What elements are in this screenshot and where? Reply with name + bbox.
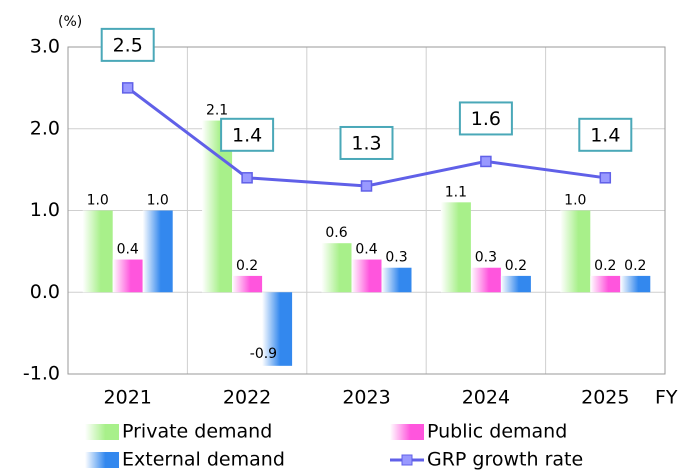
y-tick-label: 2.0	[30, 117, 60, 139]
data-label: 0.2	[236, 258, 258, 274]
y-tick-label: 3.0	[30, 36, 60, 58]
bar	[112, 259, 143, 293]
line-label: 2.5	[113, 34, 143, 56]
label-box	[458, 101, 513, 136]
x-tick-label: 2025	[581, 387, 629, 409]
x-tick-label: 2024	[462, 387, 510, 409]
data-label: 0.2	[624, 258, 646, 274]
label-box	[578, 117, 633, 152]
bar	[232, 275, 263, 293]
bar	[82, 210, 113, 293]
data-label: 2.1	[206, 103, 228, 119]
bar	[470, 267, 501, 293]
bar	[351, 259, 382, 293]
line-marker	[121, 82, 134, 94]
legend-label: Private demand	[122, 421, 272, 443]
bar	[590, 275, 621, 293]
bar	[321, 243, 352, 293]
line-marker	[599, 172, 612, 184]
bar	[142, 210, 173, 293]
bar	[381, 267, 412, 293]
line-marker	[241, 172, 253, 184]
data-label: 0.6	[325, 225, 347, 241]
data-label: 0.4	[117, 242, 139, 258]
y-tick-label: -1.0	[23, 363, 60, 385]
data-label: 0.2	[505, 258, 527, 274]
legend-swatch	[85, 424, 119, 440]
legend-marker	[401, 454, 413, 466]
bar	[440, 202, 471, 293]
label-box	[100, 27, 155, 62]
line-label: 1.4	[232, 124, 262, 146]
line-label: 1.6	[471, 108, 501, 130]
bar	[500, 275, 531, 293]
x-tick-label: 2023	[342, 387, 390, 409]
y-tick-label: 0.0	[30, 281, 60, 303]
y-tick-label: 1.0	[30, 199, 60, 221]
data-label: -0.9	[250, 346, 277, 362]
line-marker	[360, 180, 373, 192]
x-tick-label: 2021	[104, 387, 152, 409]
data-label: 0.3	[475, 250, 497, 266]
data-label: 0.2	[594, 258, 616, 274]
data-label: 1.0	[564, 193, 586, 209]
label-box	[339, 125, 394, 160]
y-unit: (%)	[58, 14, 82, 30]
line-label: 1.3	[351, 132, 381, 154]
label-box	[220, 117, 275, 152]
x-tick-label: 2022	[223, 387, 271, 409]
legend-swatch	[85, 452, 119, 468]
data-label: 1.1	[445, 184, 467, 200]
data-label: 1.0	[87, 193, 109, 209]
line-label: 1.4	[590, 124, 620, 146]
data-label: 0.4	[355, 242, 377, 258]
data-label: 1.0	[147, 193, 169, 209]
line-marker	[480, 155, 492, 168]
legend-label: Public demand	[427, 421, 567, 443]
legend-label: External demand	[122, 449, 285, 470]
x-axis-label: FY	[655, 387, 678, 409]
legend-swatch	[390, 424, 424, 440]
legend-label: GRP growth rate	[427, 449, 583, 470]
bar	[620, 275, 651, 293]
bar	[560, 210, 591, 293]
bar	[262, 292, 293, 366]
data-label: 0.3	[385, 250, 407, 266]
plot-border	[67, 46, 666, 375]
